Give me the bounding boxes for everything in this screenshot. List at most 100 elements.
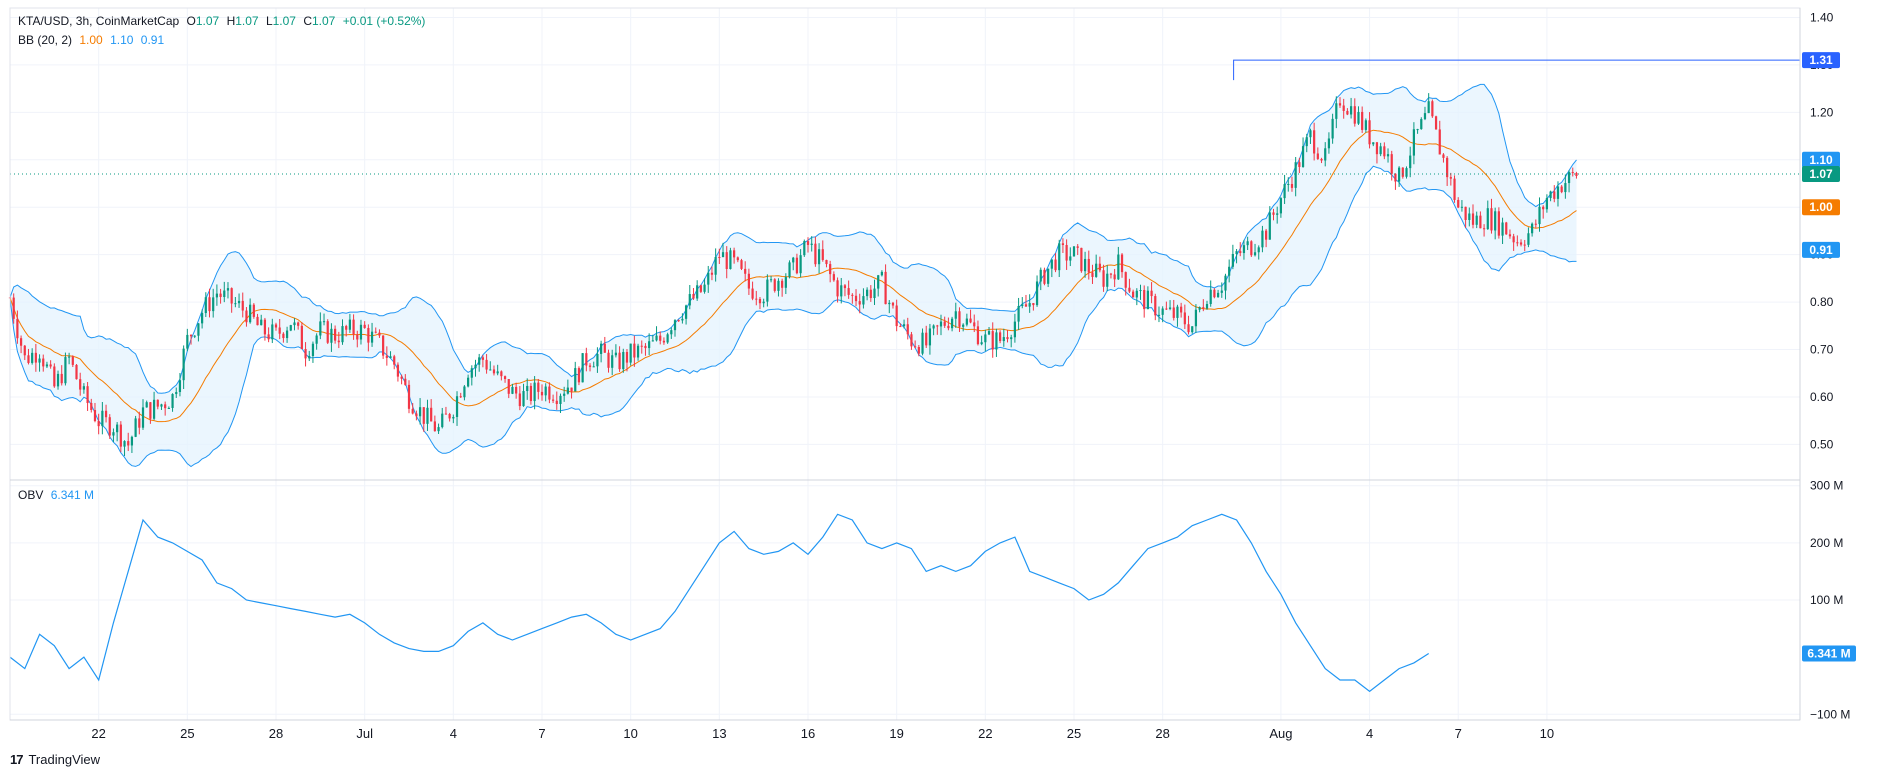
candle bbox=[160, 403, 163, 410]
candle bbox=[411, 402, 414, 415]
candle-body bbox=[500, 371, 503, 377]
candle bbox=[1135, 288, 1138, 306]
candle-body bbox=[112, 432, 115, 436]
candle bbox=[433, 415, 436, 432]
candle bbox=[1531, 222, 1534, 237]
candle-body bbox=[141, 407, 145, 428]
candle-body bbox=[64, 357, 67, 384]
candle bbox=[448, 412, 451, 422]
candle-body bbox=[430, 407, 433, 422]
candle-body bbox=[588, 365, 592, 367]
x-tick-label: 25 bbox=[180, 726, 194, 741]
candle-body bbox=[962, 324, 965, 327]
candle bbox=[334, 325, 337, 344]
candle bbox=[914, 340, 917, 349]
candle bbox=[285, 326, 289, 343]
candle bbox=[455, 391, 459, 426]
bb-upper-line bbox=[9, 83, 1577, 394]
candle bbox=[762, 298, 765, 308]
candle bbox=[93, 402, 97, 423]
candle bbox=[175, 387, 178, 398]
candle-body bbox=[1564, 183, 1567, 193]
candle bbox=[1146, 286, 1150, 310]
candle bbox=[943, 316, 946, 328]
candle bbox=[138, 411, 141, 435]
candle-body bbox=[611, 355, 614, 368]
candle-body bbox=[707, 272, 710, 285]
candle-body bbox=[910, 334, 913, 347]
x-tick-label: 25 bbox=[1067, 726, 1081, 741]
candle bbox=[847, 280, 850, 299]
candle bbox=[640, 340, 643, 354]
candle bbox=[1161, 306, 1164, 323]
candle-body bbox=[899, 326, 902, 328]
candle-body bbox=[777, 280, 780, 291]
candle-body bbox=[614, 352, 617, 356]
candle bbox=[1431, 99, 1434, 118]
candle-body bbox=[116, 424, 119, 433]
candle bbox=[773, 278, 776, 293]
candle bbox=[921, 328, 924, 356]
candle-body bbox=[928, 328, 932, 346]
candle-body bbox=[1253, 252, 1257, 256]
candle-body bbox=[1320, 158, 1323, 161]
candle-body bbox=[101, 410, 104, 427]
candle bbox=[1287, 177, 1290, 192]
candle bbox=[1442, 153, 1445, 163]
candle bbox=[1294, 157, 1297, 197]
candle-body bbox=[537, 382, 540, 392]
candle bbox=[751, 281, 754, 301]
candle bbox=[1080, 247, 1083, 273]
candle-body bbox=[1353, 106, 1356, 124]
candle-body bbox=[1375, 142, 1379, 155]
candle-body bbox=[311, 343, 315, 356]
candle bbox=[1390, 150, 1393, 181]
candle-body bbox=[925, 332, 928, 346]
candle-body bbox=[721, 252, 725, 258]
price-tag-bg bbox=[1802, 166, 1840, 183]
price-tag: 1.00 bbox=[1802, 199, 1840, 216]
candle-body bbox=[1276, 213, 1279, 215]
candle bbox=[917, 345, 920, 357]
candle-body bbox=[1482, 228, 1486, 230]
candle bbox=[467, 374, 470, 388]
candle-body bbox=[803, 241, 806, 256]
x-tick-label: 10 bbox=[1540, 726, 1554, 741]
candle bbox=[86, 382, 89, 411]
candle bbox=[260, 314, 263, 326]
candle bbox=[481, 354, 484, 368]
candle bbox=[1198, 306, 1201, 313]
footer-brand[interactable]: 17 TradingView bbox=[10, 752, 100, 767]
candle-body bbox=[38, 358, 41, 363]
candle-body bbox=[341, 326, 344, 343]
candle bbox=[1213, 288, 1216, 299]
main-legend: KTA/USD, 3h, CoinMarketCap O1.07 H1.07 L… bbox=[18, 14, 429, 28]
candle bbox=[1501, 217, 1504, 244]
candle-body bbox=[1479, 215, 1482, 229]
candle bbox=[629, 343, 632, 366]
candle bbox=[500, 370, 503, 381]
candle bbox=[1482, 224, 1486, 237]
candle bbox=[341, 319, 344, 345]
candle-body bbox=[1257, 247, 1260, 253]
candle-body bbox=[1161, 308, 1164, 315]
candle-body bbox=[1453, 178, 1456, 200]
candle bbox=[799, 249, 802, 278]
candle bbox=[854, 289, 858, 307]
candle-body bbox=[766, 279, 769, 302]
candle-body bbox=[152, 399, 156, 419]
candle-body bbox=[278, 327, 281, 334]
candle bbox=[1187, 315, 1190, 335]
candle-body bbox=[496, 371, 499, 374]
candle bbox=[1331, 113, 1334, 144]
candle bbox=[1106, 265, 1109, 292]
candle-body bbox=[308, 355, 311, 359]
candle bbox=[1165, 301, 1168, 310]
candle-body bbox=[444, 413, 448, 415]
candle-body bbox=[1261, 230, 1264, 248]
candle bbox=[1490, 198, 1493, 234]
candle bbox=[1224, 273, 1227, 300]
candle-body bbox=[389, 356, 392, 358]
candle bbox=[666, 332, 669, 344]
candle bbox=[223, 281, 226, 303]
